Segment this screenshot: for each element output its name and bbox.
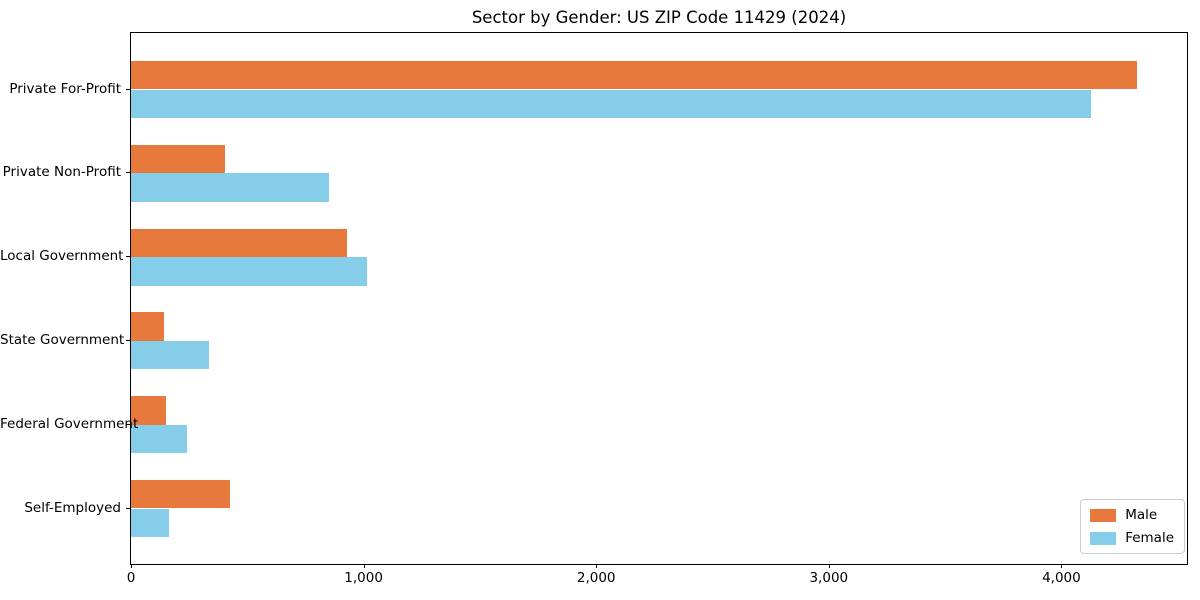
legend-item-male: Male	[1090, 507, 1174, 523]
bar-female-5	[131, 508, 170, 538]
bar-male-4	[131, 396, 166, 425]
xtick-mark-2	[596, 564, 598, 568]
bar-female-0	[131, 89, 1091, 119]
xtick-mark-0	[131, 564, 132, 568]
bar-female-4	[131, 424, 187, 454]
xtick-mark-4	[1061, 564, 1063, 568]
xtick-label-3: 3,000	[809, 570, 849, 586]
bar-male-1	[131, 144, 226, 174]
ytick-mark-5	[126, 507, 130, 509]
legend-label-female: Female	[1125, 530, 1174, 546]
bar-male-3	[131, 312, 164, 341]
ytick-label-0: Private For-Profit	[9, 80, 121, 97]
legend-swatch-male	[1090, 508, 1117, 522]
xtick-label-4: 4,000	[1042, 570, 1081, 586]
chart-title: Sector by Gender: US ZIP Code 11429 (202…	[471, 8, 847, 27]
plot-area: Male Female	[130, 32, 1188, 565]
bar-female-3	[131, 340, 209, 370]
bar-female-2	[131, 257, 368, 286]
bar-male-2	[131, 228, 348, 258]
legend-label-male: Male	[1125, 507, 1158, 523]
legend-item-female: Female	[1090, 530, 1174, 546]
ytick-label-2: Local Government	[0, 248, 124, 265]
xtick-label-2: 2,000	[576, 570, 616, 586]
bar-male-0	[131, 60, 1137, 90]
ytick-label-1: Private Non-Profit	[2, 164, 121, 181]
ytick-label-3: State Government	[0, 331, 125, 348]
ytick-mark-0	[126, 88, 130, 90]
bar-male-5	[131, 479, 230, 509]
xtick-label-1: 1,000	[344, 570, 383, 586]
xtick-mark-3	[828, 564, 830, 568]
bar-female-1	[131, 173, 329, 202]
legend-swatch-female	[1090, 531, 1117, 545]
ytick-mark-4	[126, 423, 130, 425]
ytick-label-5: Self-Employed	[24, 499, 121, 516]
xtick-label-0: 0	[126, 570, 136, 586]
ytick-mark-1	[126, 172, 130, 174]
ytick-mark-2	[126, 256, 130, 258]
xtick-mark-1	[363, 564, 365, 568]
legend: Male Female	[1080, 499, 1185, 554]
ytick-label-4: Federal Government	[0, 415, 139, 432]
ytick-mark-3	[126, 339, 130, 341]
